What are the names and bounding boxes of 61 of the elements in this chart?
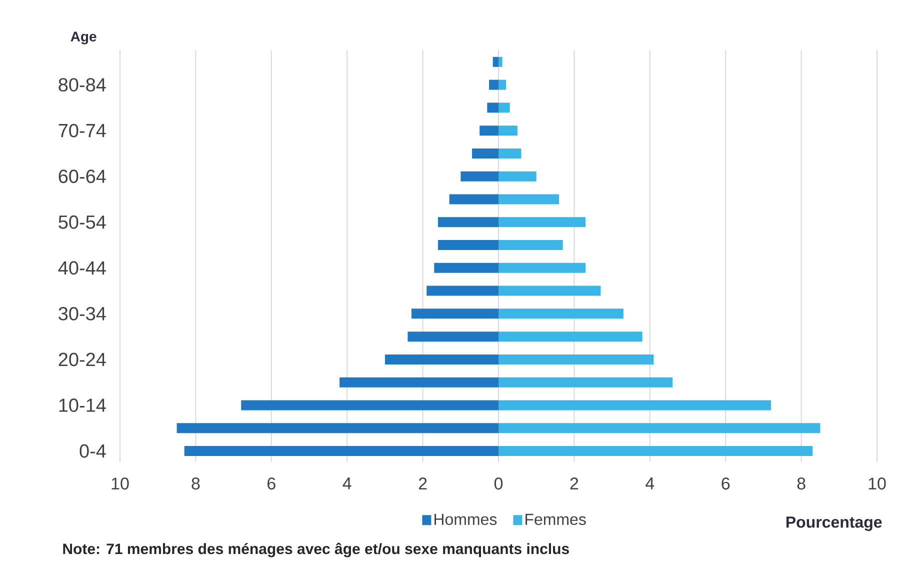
bar	[498, 148, 522, 158]
text: Note: 71 membres des ménages avec âge et/ou sexe manquants inclus	[63, 542, 569, 558]
bar	[438, 217, 499, 228]
bar	[492, 56, 499, 67]
bar	[460, 171, 499, 182]
bar	[498, 80, 506, 90]
y-tick-label: 40-44	[58, 261, 106, 275]
x-tick-label: 4	[646, 478, 654, 490]
bar	[340, 377, 499, 388]
y-tick-label: 80-84	[58, 78, 106, 92]
x-tick-label: 6	[268, 478, 276, 490]
bar	[408, 332, 499, 342]
bar	[498, 102, 510, 113]
y-tick-label: 30-34	[58, 306, 106, 320]
x-tick-label: 8	[797, 478, 806, 490]
bar	[498, 423, 820, 434]
x-tick-label: 4	[342, 478, 352, 490]
x-tick-label: 6	[722, 478, 730, 490]
y-tick-label: 70-74	[58, 124, 106, 138]
x-tick-label: 10	[112, 478, 129, 490]
bar	[498, 377, 673, 388]
bar	[487, 102, 499, 113]
y-tick-label: 10-14	[59, 398, 106, 412]
bar	[449, 194, 499, 204]
bar	[498, 240, 563, 250]
y-tick-label: 0-4	[80, 444, 106, 458]
x-tick-label: 2	[570, 478, 578, 490]
bar	[489, 80, 499, 90]
x-tick-label: 8	[192, 478, 200, 490]
bar	[498, 56, 502, 67]
y-tick-label: 20-24	[58, 352, 106, 366]
bar	[498, 332, 642, 342]
bar	[498, 286, 601, 296]
bar	[384, 354, 499, 364]
x-tick-label: 2	[418, 478, 427, 490]
bar	[498, 354, 654, 364]
bar	[472, 148, 499, 158]
bar	[498, 217, 586, 228]
y-axis-title: Age	[70, 32, 96, 44]
bar	[411, 308, 499, 319]
bar	[176, 423, 499, 434]
y-tick-label: 50-54	[58, 215, 106, 229]
bar	[498, 308, 624, 319]
x-tick-label: 10	[868, 478, 886, 490]
legend-label: Hommes	[434, 514, 497, 526]
x-axis-title: Pourcentage	[786, 516, 882, 531]
bar	[241, 400, 499, 410]
legend-label: Femmes	[526, 514, 586, 526]
bar	[498, 446, 813, 456]
bar	[498, 171, 536, 182]
bar	[184, 446, 499, 456]
bar	[480, 126, 499, 136]
bar	[438, 240, 499, 250]
bar	[498, 262, 586, 273]
bar	[498, 400, 772, 410]
bar	[434, 262, 499, 273]
bar	[498, 126, 518, 136]
bar	[498, 194, 560, 204]
y-tick-label: 60-64	[58, 170, 106, 184]
x-tick-label: 0	[494, 478, 503, 490]
bar	[426, 286, 499, 296]
